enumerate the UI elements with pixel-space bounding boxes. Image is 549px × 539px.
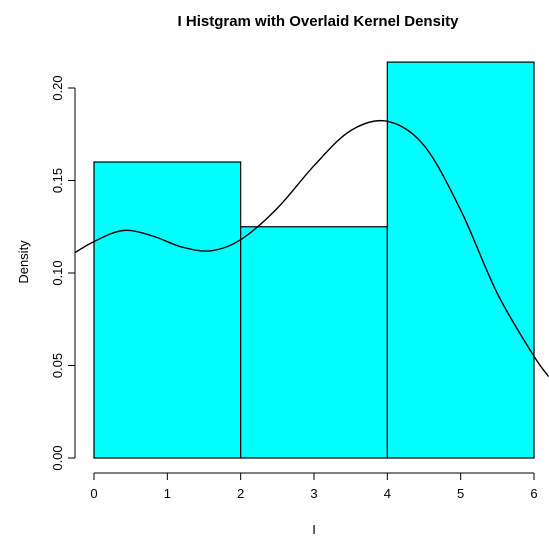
x-axis: 0 1 2 3 4 5 6 <box>90 472 538 501</box>
y-axis: 0.00 0.05 0.10 0.15 0.20 <box>50 75 76 471</box>
x-tick-label: 0 <box>90 486 97 501</box>
y-axis-label: Density <box>16 240 31 284</box>
density-curve-layer <box>75 119 549 378</box>
x-tick-label: 1 <box>164 486 171 501</box>
bars-layer <box>93 61 535 459</box>
y-tick-label: 0.10 <box>50 260 65 285</box>
x-tick-label: 3 <box>310 486 317 501</box>
x-axis-label: I <box>312 522 316 537</box>
histogram-bar-3 <box>386 61 535 459</box>
histogram-bar-1 <box>93 161 242 459</box>
density-curve <box>75 119 549 378</box>
chart-title: I Histgram with Overlaid Kernel Density <box>178 13 460 30</box>
y-tick-label: 0.20 <box>50 75 65 100</box>
x-tick-label: 5 <box>457 486 464 501</box>
histogram-bar-2 <box>240 226 388 459</box>
y-tick-label: 0.00 <box>50 445 65 470</box>
x-tick-label: 2 <box>237 486 244 501</box>
x-tick-label: 6 <box>530 486 537 501</box>
y-tick-label: 0.05 <box>50 353 65 378</box>
x-tick-label: 4 <box>384 486 391 501</box>
y-tick-label: 0.15 <box>50 168 65 193</box>
